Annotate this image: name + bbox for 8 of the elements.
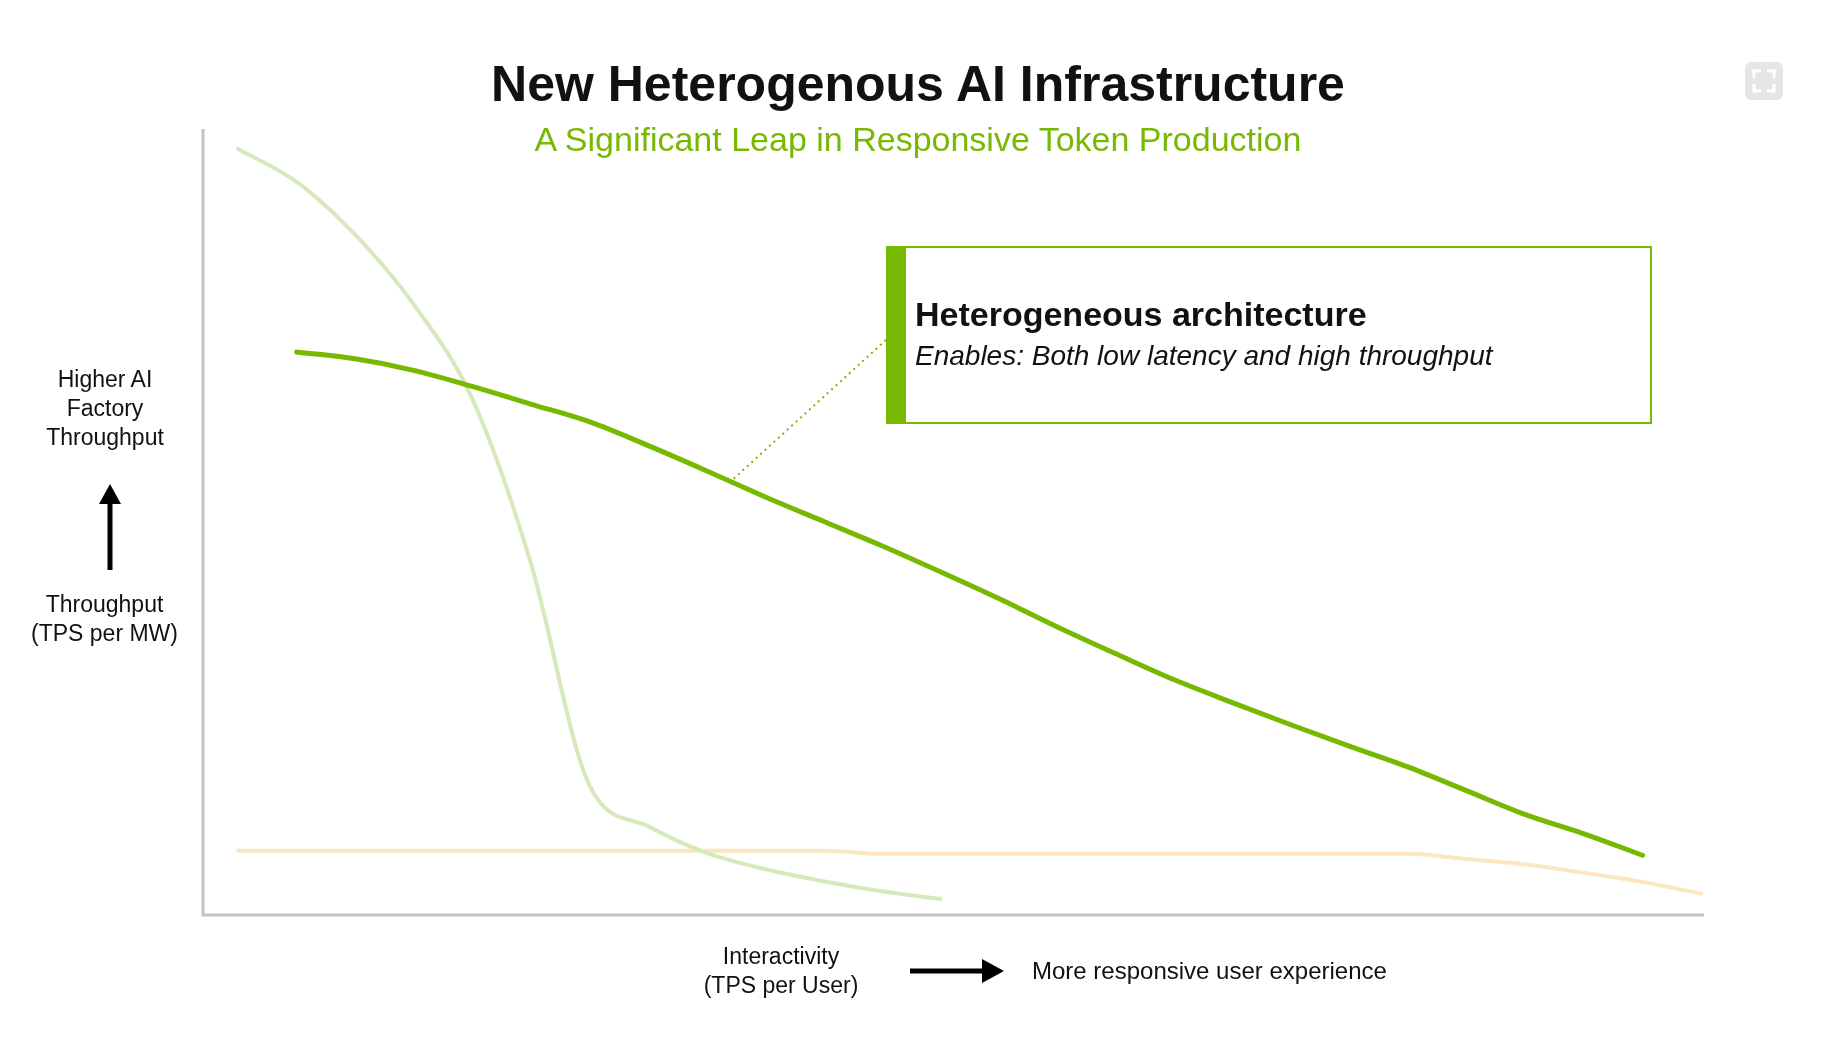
annotation: Enables: Both low latency and high throughput xyxy=(915,340,1493,372)
text: Higher AI Factory Throughput xyxy=(45,365,165,452)
annotation: Heterogeneous architecture xyxy=(915,295,1367,334)
x-axis-title: Interactivity (TPS per User) xyxy=(702,942,860,1000)
chart-title: New Heterogenous AI Infrastructure xyxy=(490,55,1346,113)
chart-subtitle: A Significant Leap in Responsive Token Production xyxy=(533,120,1303,159)
text: More responsive user experience xyxy=(1032,957,1387,985)
y-axis-title: Throughput (TPS per MW) xyxy=(30,590,179,648)
